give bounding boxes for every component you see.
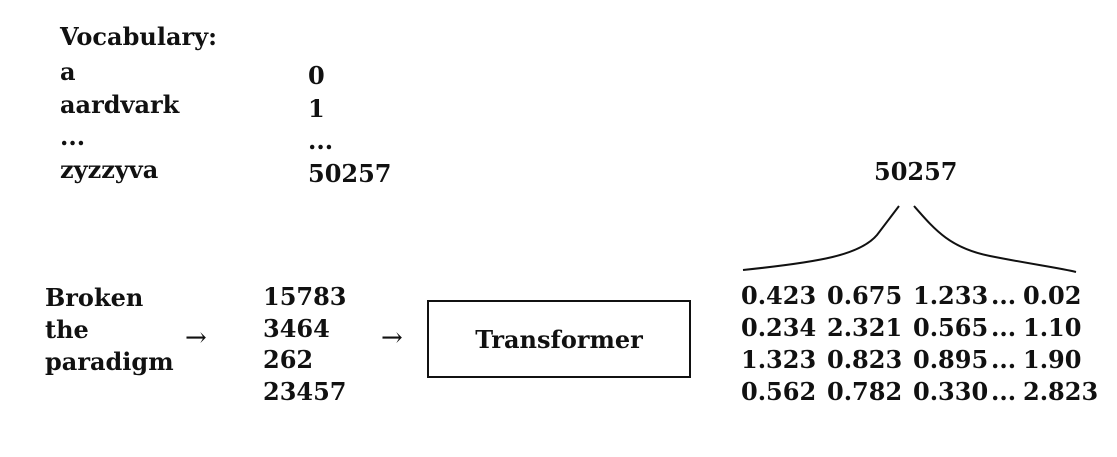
token-id: 262 (263, 345, 314, 374)
token-id: 23457 (263, 376, 347, 406)
input-word: Broken (45, 283, 144, 312)
transformer-label: Transformer (475, 324, 643, 354)
embedding-ellipsis: ... (991, 312, 1017, 342)
embedding-row: 0.234 2.321 0.565 ... 1.10 (741, 311, 1095, 343)
vocabulary-id: 50257 (308, 158, 392, 188)
embedding-value: 0.675 (827, 280, 903, 310)
vocabulary-id: 1 (308, 93, 325, 123)
embedding-row: 0.562 0.782 0.330 ... 2.823 (741, 375, 1099, 407)
vocabulary-title: Vocabulary: (60, 22, 217, 51)
vocabulary-id: ... (308, 126, 334, 155)
embedding-ellipsis: ... (991, 344, 1017, 374)
embedding-value: 0.782 (827, 376, 903, 406)
transformer-block: Transformer (427, 300, 691, 378)
input-text: Broken the paradigm (45, 282, 174, 378)
input-word: the (45, 315, 89, 344)
embedding-dimension-label: 50257 (874, 157, 958, 186)
embedding-value: 0.823 (827, 344, 903, 374)
embedding-value: 2.823 (1023, 376, 1099, 406)
embedding-ellipsis: ... (991, 376, 1017, 406)
embedding-value: 1.90 (1023, 344, 1082, 374)
input-word: paradigm (45, 347, 174, 376)
embedding-ellipsis: ... (991, 280, 1017, 310)
embedding-value: 0.565 (913, 312, 989, 342)
embedding-value: 0.234 (741, 312, 817, 342)
token-id: 3464 (263, 313, 330, 343)
vocabulary-id: 0 (308, 61, 325, 90)
embedding-matrix: 0.423 0.675 1.233 ... 0.02 0.234 2.321 0… (741, 279, 1099, 407)
embedding-value: 0.423 (741, 280, 817, 310)
embedding-value: 1.323 (741, 344, 817, 374)
right-arrow-icon: → (185, 323, 207, 353)
embedding-value: 1.10 (1023, 312, 1082, 342)
vocabulary-word: aardvark (60, 89, 180, 119)
embedding-value: 2.321 (827, 312, 903, 342)
embedding-row: 1.323 0.823 0.895 ... 1.90 (741, 343, 1095, 375)
token-id-list: 15783 3464 262 23457 (263, 281, 347, 407)
vocabulary-id-list: 0 1 ... 50257 (308, 60, 392, 190)
vocabulary-word: a (60, 57, 76, 86)
token-id: 15783 (263, 282, 347, 311)
vocabulary-word-list: a aardvark ... zyzzyva (60, 56, 179, 186)
embedding-value: 0.02 (1023, 280, 1082, 310)
vocabulary-word: zyzzyva (60, 154, 159, 184)
embedding-value: 0.330 (913, 376, 989, 406)
vocabulary-word: ... (60, 122, 86, 151)
embedding-value: 1.233 (913, 280, 989, 310)
right-arrow-icon: → (381, 323, 403, 353)
embedding-value: 0.895 (913, 344, 989, 374)
embedding-value: 0.562 (741, 376, 817, 406)
embedding-row: 0.423 0.675 1.233 ... 0.02 (741, 279, 1095, 311)
